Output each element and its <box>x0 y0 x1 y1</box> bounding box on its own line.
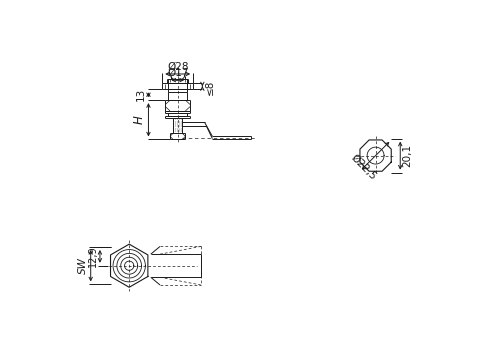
Text: 13: 13 <box>136 88 146 101</box>
Text: Ø17: Ø17 <box>167 68 188 78</box>
Text: 12,9: 12,9 <box>88 246 98 267</box>
Text: SW: SW <box>78 257 88 274</box>
Text: Ø22,5: Ø22,5 <box>349 153 378 183</box>
Text: 20,1: 20,1 <box>402 144 412 167</box>
Text: ≤8: ≤8 <box>204 79 214 95</box>
Text: H: H <box>133 115 146 124</box>
Text: Ø28: Ø28 <box>167 62 188 72</box>
